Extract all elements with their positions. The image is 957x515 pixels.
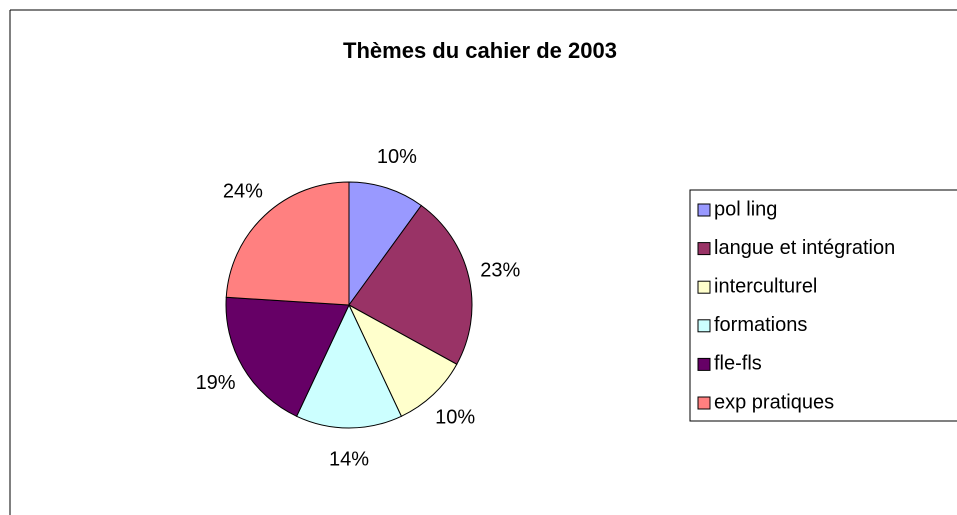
data-label: 10% [377,146,417,168]
pie-slice [225,296,350,417]
legend-label: formations [714,314,807,336]
legend-swatch [697,396,711,410]
pie-slice [348,204,473,365]
legend-label: fle-fls [714,353,762,375]
pie-slice [347,303,458,417]
legend-swatch [697,357,711,371]
data-label: 14% [329,448,369,470]
data-label: 10% [435,406,475,428]
legend-label: interculturel [714,275,817,297]
legend-swatch [697,203,711,217]
legend-box [689,189,957,422]
legend-label: exp pratiques [714,391,834,413]
data-label: 23% [480,259,520,281]
pie-slice [348,181,422,307]
data-label: 19% [196,372,236,394]
legend-swatch [697,242,711,256]
data-label: 24% [223,180,263,202]
legend-swatch [697,280,711,294]
pie-slice [225,181,350,306]
pie-slice [295,303,403,429]
legend-swatch [697,319,711,333]
legend-label: pol ling [714,198,777,220]
legend-label: langue et intégration [714,237,895,259]
chart-title: Thèmes du cahier de 2003 [343,38,617,63]
